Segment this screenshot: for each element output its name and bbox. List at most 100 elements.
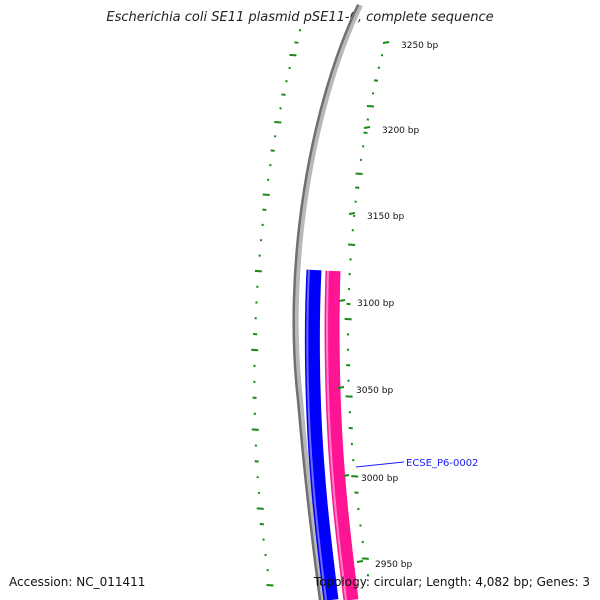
gc-mark [254, 444, 258, 447]
gc-mark [373, 79, 379, 82]
bp-tick-label: 3050 bp [356, 386, 393, 396]
bp-tick-label: 3000 bp [361, 474, 398, 484]
gc-mark [279, 107, 282, 110]
gc-mark [252, 396, 257, 400]
gc-mark [380, 54, 384, 57]
gc-mark [269, 163, 272, 167]
gc-mark [361, 557, 369, 560]
gc-mark [254, 460, 259, 463]
gc-mark [361, 145, 365, 148]
gc-mark [344, 317, 352, 321]
gc-mark [254, 317, 257, 320]
gc-mark [361, 540, 365, 544]
gc-mark [253, 412, 257, 415]
gc-mark [345, 395, 353, 398]
bp-tick-label: 3250 bp [401, 41, 438, 51]
bp-ticks: 3250 bp 3200 bp 3150 bp 3100 bp 3050 bp 3000 … [337, 41, 438, 570]
backbone-arc [292, 3, 363, 600]
gc-mark [371, 92, 375, 95]
gc-mark [255, 301, 258, 304]
gene-label-ECSE_P6-0002[interactable]: ECSE_P6-0002 [406, 458, 478, 469]
gc-mark [251, 348, 259, 352]
gc-mark [346, 363, 351, 367]
gc-mark [252, 332, 258, 336]
gc-mark [354, 491, 359, 494]
bp-tick-mark [338, 299, 346, 302]
gc-mark [346, 302, 351, 306]
gc-mark [256, 507, 264, 510]
gc-mark [285, 80, 288, 83]
bp-tick-mark [363, 126, 371, 129]
gc-mark [354, 200, 357, 203]
gc-mark [266, 568, 269, 572]
gc-mark [266, 584, 274, 587]
gc-mark [350, 442, 354, 446]
gc-mark [377, 66, 381, 69]
gc-mark [266, 178, 270, 182]
gc-mark [257, 491, 261, 495]
gc-mark [251, 428, 259, 431]
gc-mark [346, 348, 350, 351]
gc-mark [281, 93, 286, 96]
bp-tick-label: 3200 bp [382, 126, 419, 136]
gc-mark [259, 238, 263, 242]
gc-mark [348, 272, 351, 276]
gc-mark [258, 254, 261, 257]
gc-mark [352, 214, 356, 218]
gc-mark [274, 120, 282, 124]
gc-mark [256, 285, 259, 289]
gc-mark [294, 41, 299, 44]
gc-mark [256, 475, 259, 479]
gc-mark [351, 229, 355, 232]
gc-mark [366, 574, 370, 577]
gc-mark [349, 258, 352, 261]
bp-tick-mark [342, 474, 350, 477]
gc-mark [261, 223, 264, 227]
accession-label: Accession: NC_011411 [9, 575, 146, 589]
gc-mark [289, 53, 297, 57]
gene-reverse-strand[interactable] [304, 269, 339, 600]
backbone-arc-core [292, 4, 360, 600]
gc-mark [348, 411, 352, 414]
bp-tick-mark [382, 41, 390, 44]
gc-mark [348, 426, 353, 430]
gc-mark [351, 458, 355, 462]
gc-mark [253, 380, 256, 384]
bp-tick-mark [348, 212, 356, 215]
gc-mark [259, 522, 264, 526]
gc-mark [357, 507, 360, 511]
gc-mark [347, 379, 350, 382]
gc-mark [366, 105, 374, 108]
gc-mark [359, 158, 363, 162]
bp-tick-label: 3150 bp [367, 212, 404, 222]
gene-label-leader [355, 461, 405, 468]
map-title: Escherichia coli SE11 plasmid pSE11-6, c… [106, 10, 494, 25]
bp-tick-label: 3100 bp [357, 299, 394, 309]
bp-tick-mark [337, 386, 345, 389]
gc-mark [298, 29, 302, 32]
gc-mark [366, 118, 370, 121]
bp-tick-mark [356, 560, 364, 563]
gc-mark [347, 287, 351, 291]
gc-mark [262, 193, 270, 196]
gc-mark [264, 553, 267, 557]
gc-mark [346, 333, 350, 336]
gc-skew-inner-track [344, 54, 384, 577]
gene-forward-ECSE_P6-0002[interactable] [324, 270, 359, 600]
gc-mark [355, 172, 363, 175]
gc-mark [355, 186, 360, 189]
gc-mark [270, 149, 275, 152]
gc-mark [348, 243, 356, 247]
gc-mark [363, 131, 368, 135]
gc-mark [273, 135, 277, 138]
gene-forward-highlight [326, 270, 347, 600]
bp-tick-label: 2950 bp [375, 560, 412, 570]
gc-skew-outer-track [251, 29, 302, 587]
gc-mark [262, 538, 265, 541]
gene-reverse-highlight [306, 269, 327, 600]
gc-mark [253, 364, 256, 368]
gc-mark [359, 524, 362, 527]
gc-mark [351, 475, 359, 478]
gc-mark [288, 66, 291, 70]
